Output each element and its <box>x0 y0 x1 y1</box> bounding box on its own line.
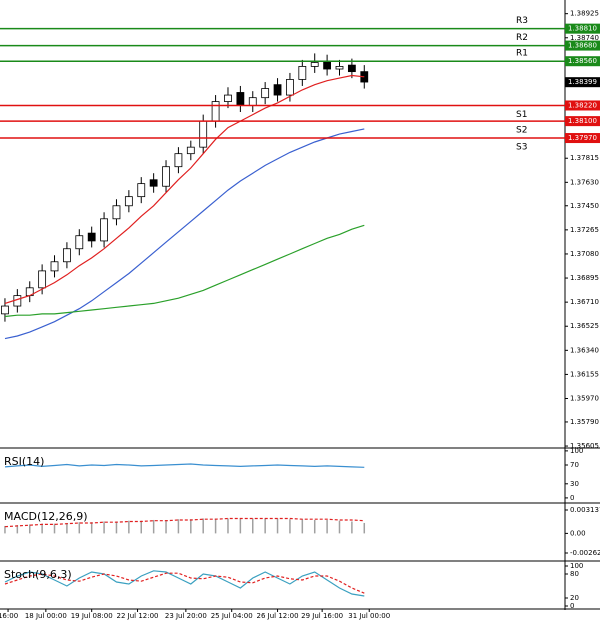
x-tick-label: 26 Jul 12:00 <box>257 612 299 620</box>
indicator-line <box>4 570 365 597</box>
y-tick-label: 1.36155 <box>570 370 599 378</box>
candle-body <box>248 97 257 106</box>
level-name: R2 <box>516 33 528 43</box>
x-tick-label: 19 Jul 08:00 <box>71 612 113 620</box>
level-box <box>565 40 600 51</box>
y-tick-label: 1.38925 <box>570 10 599 18</box>
candle-body <box>124 196 133 207</box>
panel-title: RSI(14) <box>4 455 44 468</box>
y-tick-label: 20 <box>570 594 579 602</box>
candle-body <box>211 101 220 122</box>
x-tick-label: 16:00 <box>0 612 18 620</box>
candle-body <box>75 235 84 250</box>
y-tick-label: 1.37815 <box>570 154 599 162</box>
level-label: 1.38810 <box>568 25 597 33</box>
y-tick-label: 1.35970 <box>570 395 599 403</box>
moving-average <box>4 224 365 318</box>
indicator-line <box>4 463 365 468</box>
candle-body <box>310 62 319 67</box>
panel-title: Stoch(9,6,3) <box>4 568 72 581</box>
price-label: 1.38399 <box>568 78 597 86</box>
candle-body <box>1 305 9 315</box>
candle-body <box>273 84 282 96</box>
y-tick-label: 0.00 <box>570 529 586 537</box>
y-tick-label: 1.37630 <box>570 178 599 186</box>
y-tick-label: 1.35605 <box>570 442 599 450</box>
y-tick-label: 30 <box>570 480 579 488</box>
level-name: S2 <box>516 126 527 136</box>
level-label: 1.38680 <box>568 42 597 50</box>
y-tick-label: 80 <box>570 570 579 578</box>
y-tick-label: 0.003137 <box>570 506 600 514</box>
y-tick-label: 100 <box>570 562 583 570</box>
level-name: S1 <box>516 110 527 120</box>
y-tick-label: 1.37450 <box>570 202 599 210</box>
y-tick-label: 1.35790 <box>570 418 599 426</box>
x-tick-label: 31 Jul 00:00 <box>348 612 390 620</box>
y-tick-label: 0 <box>570 494 574 502</box>
level-box <box>565 56 600 67</box>
candle-body <box>100 218 108 242</box>
level-name: S3 <box>516 143 527 153</box>
y-tick-label: 1.36340 <box>570 346 599 354</box>
level-label: 1.38220 <box>568 101 597 109</box>
indicator-line <box>4 572 365 594</box>
y-tick-label: 1.38740 <box>570 34 599 42</box>
candle-body <box>186 146 195 155</box>
candle-body <box>50 261 59 272</box>
y-tick-label: 1.36525 <box>570 322 599 330</box>
y-tick-label: 1.37080 <box>570 250 599 258</box>
level-box <box>565 116 600 127</box>
candle-body <box>63 248 71 263</box>
panel-title: MACD(12,26,9) <box>4 510 88 523</box>
level-box <box>565 133 600 144</box>
level-label: 1.38100 <box>568 117 597 125</box>
x-tick-label: 29 Jul 16:00 <box>301 612 343 620</box>
candle-body <box>38 270 47 289</box>
moving-average <box>4 128 365 340</box>
candle-body <box>347 64 356 73</box>
candle-body <box>261 88 270 99</box>
level-label: 1.37970 <box>568 134 597 142</box>
candle-body <box>149 179 158 187</box>
candle-body <box>323 60 332 70</box>
candle-body <box>174 153 183 168</box>
candle-body <box>137 183 146 198</box>
level-label: 1.38560 <box>568 57 597 65</box>
candle-body <box>199 120 208 148</box>
level-box <box>565 100 600 111</box>
y-tick-label: 1.36710 <box>570 298 599 306</box>
price-box <box>565 77 600 88</box>
y-tick-label: 0 <box>570 602 574 610</box>
candle-body <box>236 92 245 106</box>
y-tick-label: 1.36895 <box>570 274 599 282</box>
x-tick-label: 18 Jul 00:00 <box>25 612 67 620</box>
x-tick-label: 22 Jul 12:00 <box>117 612 159 620</box>
candle-body <box>335 66 344 70</box>
y-tick-label: 70 <box>570 461 579 469</box>
level-name: R1 <box>516 49 528 59</box>
y-tick-label: 1.37265 <box>570 226 599 234</box>
x-tick-label: 25 Jul 04:00 <box>211 612 253 620</box>
level-name: R3 <box>516 16 528 26</box>
moving-average <box>4 74 365 304</box>
y-tick-label: -0.002629 <box>570 549 600 557</box>
candle-body <box>286 79 294 96</box>
candle-body <box>224 94 232 102</box>
candle-body <box>112 205 121 220</box>
candle-body <box>162 166 170 187</box>
candle-body <box>87 232 96 242</box>
y-tick-label: 100 <box>570 447 583 455</box>
candle-body <box>298 66 307 80</box>
level-box <box>565 23 600 34</box>
x-tick-label: 23 Jul 20:00 <box>165 612 207 620</box>
